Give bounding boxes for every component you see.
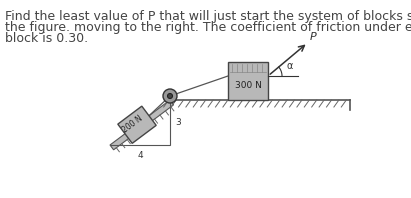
Text: 4: 4 [137, 151, 143, 160]
Text: α: α [286, 61, 292, 71]
Polygon shape [110, 100, 173, 150]
Bar [228, 62, 268, 100]
Text: 200 N: 200 N [121, 113, 145, 134]
Text: P: P [310, 31, 316, 42]
Text: Find the least value of P that will just start the system of blocks shown in: Find the least value of P that will just… [5, 10, 411, 23]
Circle shape [163, 89, 177, 103]
Text: block is 0.30.: block is 0.30. [5, 32, 88, 45]
Text: 3: 3 [175, 118, 181, 127]
Polygon shape [118, 106, 156, 143]
Circle shape [168, 93, 173, 98]
Text: the figure. moving to the right. The coefficient of friction under each: the figure. moving to the right. The coe… [5, 21, 411, 34]
Text: 300 N: 300 N [235, 81, 261, 89]
